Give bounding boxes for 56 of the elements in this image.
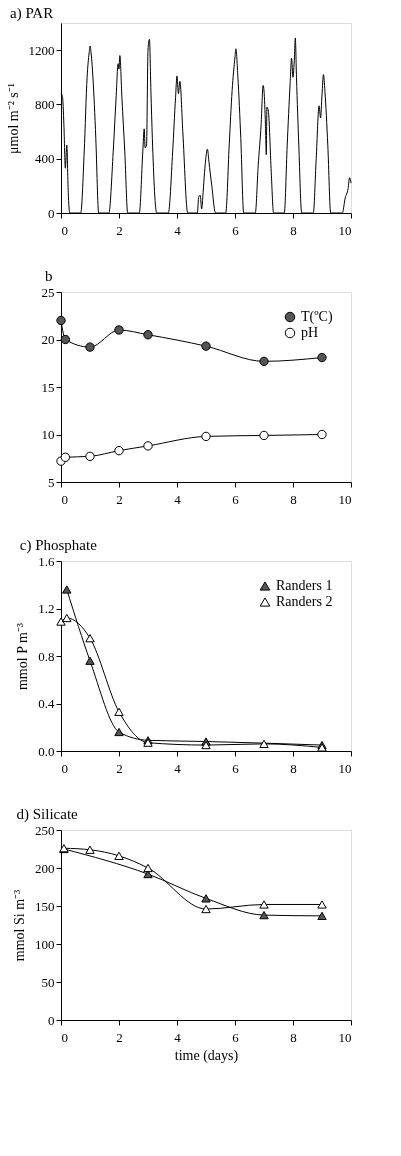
- x-tick-label: 8: [290, 491, 297, 507]
- y-tick-label: 25: [41, 284, 55, 300]
- chart-title: c) Phosphate: [19, 537, 98, 554]
- chart-title: b: [45, 268, 53, 284]
- x-axis-title: time (days): [174, 1047, 239, 1064]
- y-tick-label: 800: [35, 96, 55, 112]
- x-tick-label: 8: [290, 222, 297, 238]
- x-tick-label: 8: [290, 1029, 297, 1045]
- y-axis-title: mmol P m⁻³: [15, 622, 31, 691]
- y-tick-label: 400: [35, 151, 55, 167]
- x-tick-label: 6: [232, 1029, 240, 1045]
- y-tick-label: 15: [41, 379, 55, 395]
- x-tick-label: 6: [232, 491, 240, 507]
- x-tick-label: 2: [116, 222, 123, 238]
- y-tick-label: 1.2: [38, 601, 55, 616]
- y-tick-label: 0: [48, 1012, 55, 1028]
- y-axis-title: μmol m⁻² s⁻¹: [5, 82, 21, 155]
- y-tick-label: 150: [35, 898, 55, 914]
- y-tick-label: 0: [48, 205, 55, 221]
- x-tick-label: 2: [116, 491, 123, 507]
- y-tick-label: 1200: [28, 42, 55, 58]
- legend-label: Randers 1: [276, 578, 333, 593]
- x-tick-label: 4: [174, 1029, 182, 1045]
- x-tick-label: 10: [338, 1029, 352, 1045]
- x-tick-label: 4: [174, 222, 182, 238]
- y-tick-label: 50: [41, 974, 55, 990]
- x-tick-label: 8: [290, 760, 297, 776]
- x-tick-label: 10: [338, 760, 352, 776]
- legend-label: T(ºC): [301, 309, 333, 325]
- x-tick-label: 10: [338, 222, 352, 238]
- x-tick-label: 4: [174, 491, 182, 507]
- y-tick-label: 100: [35, 936, 55, 952]
- x-tick-label: 2: [116, 1029, 123, 1045]
- x-tick-label: 0: [61, 760, 68, 776]
- x-tick-label: 6: [232, 760, 240, 776]
- x-tick-label: 0: [61, 491, 68, 507]
- y-tick-label: 20: [41, 332, 55, 347]
- x-tick-label: 2: [116, 760, 123, 776]
- y-tick-label: 0.8: [38, 648, 55, 664]
- y-tick-label: 1.6: [38, 553, 55, 569]
- chart-title: d) Silicate: [16, 806, 79, 823]
- chart-title: a) PAR: [10, 5, 54, 22]
- y-tick-label: 250: [35, 822, 55, 838]
- y-tick-label: 0.0: [38, 743, 55, 759]
- y-tick-label: 10: [41, 427, 55, 442]
- legend-label: Randers 2: [276, 594, 333, 609]
- x-tick-label: 10: [338, 491, 352, 507]
- y-axis-title: mmol Si m⁻³: [12, 889, 27, 962]
- y-tick-label: 0.4: [38, 696, 55, 711]
- x-tick-label: 4: [174, 760, 182, 776]
- x-tick-label: 0: [61, 222, 68, 238]
- x-tick-label: 0: [61, 1029, 68, 1045]
- y-tick-label: 5: [48, 474, 55, 490]
- y-tick-label: 200: [35, 860, 55, 876]
- x-tick-label: 6: [232, 222, 240, 238]
- legend-label: pH: [301, 325, 319, 340]
